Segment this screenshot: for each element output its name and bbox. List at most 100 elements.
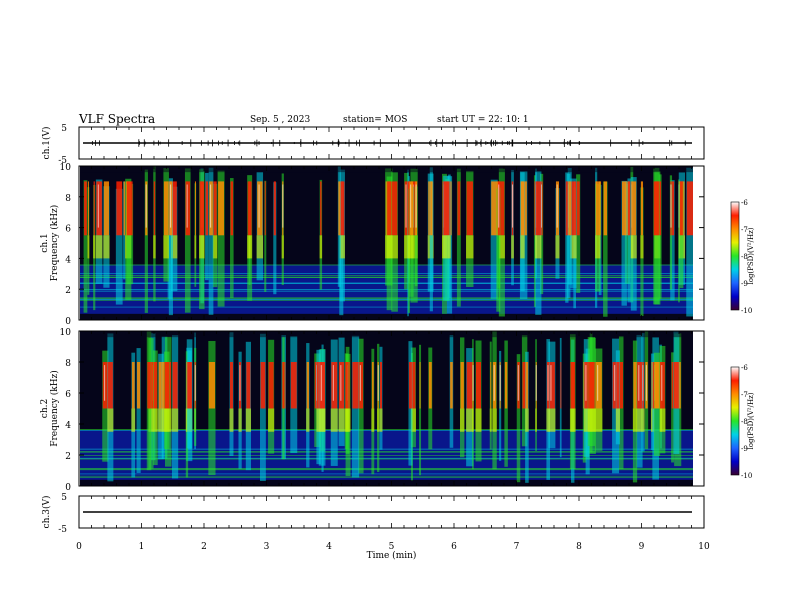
burst-fringe [377, 408, 380, 432]
colorbar-tick-label: -9 [741, 280, 748, 288]
burst-fringe [630, 235, 637, 259]
burst-core [548, 362, 555, 409]
burst-fringe [640, 235, 644, 259]
burst-core [603, 181, 608, 236]
burst-core [430, 181, 433, 236]
burst-fringe [318, 408, 326, 432]
burst-core [653, 181, 659, 236]
burst-fringe [171, 408, 179, 432]
burst-core [570, 181, 577, 236]
burst-fringe [525, 408, 529, 432]
burst-fringe [338, 408, 345, 432]
spectrogram-channel-label: ch.1 [40, 233, 50, 252]
burst-column [115, 188, 123, 305]
burst-core [282, 362, 285, 409]
colorbar-label: log(PSD)(V²/Hz) [747, 392, 755, 449]
burst-fringe [319, 235, 323, 259]
burst-core [84, 181, 87, 236]
burst-peak [597, 365, 599, 401]
burst-column [264, 180, 267, 292]
burst-core [391, 181, 398, 236]
colorbar-tick-label: -6 [741, 364, 748, 372]
burst-core [187, 362, 192, 409]
burst-core [340, 181, 345, 236]
burst-fringe [163, 235, 169, 259]
y-tick-label: 2 [65, 286, 71, 296]
burst-core [123, 181, 125, 236]
burst-fringe [407, 235, 411, 259]
burst-fringe [520, 235, 525, 259]
burst-fringe [408, 235, 414, 259]
ch1-colorbar: -6 -7 -8 -9 -10 log(PSD)(V²/Hz) [730, 199, 755, 315]
burst-core [147, 362, 151, 409]
burst-fringe [535, 235, 542, 259]
burst-fringe [555, 235, 560, 259]
x-tick-label: 2 [201, 542, 207, 552]
burst-fringe [641, 408, 645, 432]
spectrogram-channel-label: ch.2 [40, 399, 50, 418]
burst-column [429, 167, 433, 312]
burst-column [516, 354, 521, 483]
ch2-colorbar: -6 -7 -8 -9 -10 log(PSD)(V²/Hz) [730, 364, 755, 480]
burst-core [306, 362, 309, 409]
burst-core [627, 181, 631, 236]
burst-core [185, 181, 191, 236]
burst-core [290, 362, 297, 409]
x-tick-label: 10 [698, 542, 710, 552]
burst-fringe [256, 235, 264, 259]
burst-core [371, 362, 374, 409]
ch2-spectrogram-panel: 0 2 4 6 8 10 ch.2 Frequency (kHz) [40, 328, 705, 493]
burst-core [116, 181, 123, 236]
burst-fringe [268, 408, 275, 432]
burst-core [659, 181, 662, 236]
burst-core [660, 362, 665, 409]
burst-fringe [615, 408, 620, 432]
burst-peak [282, 184, 284, 228]
burst-fringe [632, 408, 638, 432]
colorbar-tick-label: -7 [741, 226, 748, 234]
colorbar-tick-label: -10 [741, 472, 752, 480]
station-label: station= MOS [343, 115, 408, 125]
burst-fringe [163, 408, 170, 432]
burst-fringe [316, 408, 321, 432]
burst-fringe [194, 235, 197, 259]
burst-core [264, 181, 266, 236]
burst-fringe [587, 408, 596, 432]
burst-fringe [245, 408, 251, 432]
burst-fringe [535, 408, 537, 432]
y-tick-label: 5 [61, 124, 67, 134]
burst-peak [405, 184, 407, 228]
y-tick-label: 4 [65, 421, 71, 431]
burst-fringe [95, 235, 103, 259]
burst-core [671, 362, 674, 409]
burst-core [171, 181, 177, 236]
burst-column [230, 178, 234, 298]
burst-fringe [199, 235, 205, 259]
time-axis: 0 1 2 3 4 5 6 7 8 9 10 Time (min) [76, 542, 710, 561]
start-time-label: start UT = 22: 10: 1 [437, 115, 529, 125]
burst-core [568, 181, 572, 236]
burst-peak [104, 365, 106, 401]
burst-peak [614, 365, 616, 401]
burst-fringe [636, 408, 643, 432]
burst-peak [535, 365, 537, 401]
burst-core [535, 181, 541, 236]
burst-core [338, 181, 341, 236]
burst-core [102, 362, 108, 409]
burst-core [504, 362, 508, 409]
burst-peak [410, 184, 412, 228]
plot-title: VLF Spectra [79, 112, 156, 126]
burst-fringe [466, 408, 474, 432]
burst-fringe [212, 235, 218, 259]
burst-peak [340, 365, 342, 401]
burst-core [316, 362, 321, 409]
waveform-y-label: ch.3(V) [41, 496, 52, 529]
burst-column [136, 348, 141, 473]
burst-column [658, 174, 662, 299]
top-fringe [80, 166, 693, 173]
burst-peak [359, 365, 361, 401]
burst-core [153, 181, 156, 236]
y-tick-label: 5 [61, 493, 67, 503]
burst-core [525, 362, 529, 409]
burst-peak [556, 184, 558, 228]
